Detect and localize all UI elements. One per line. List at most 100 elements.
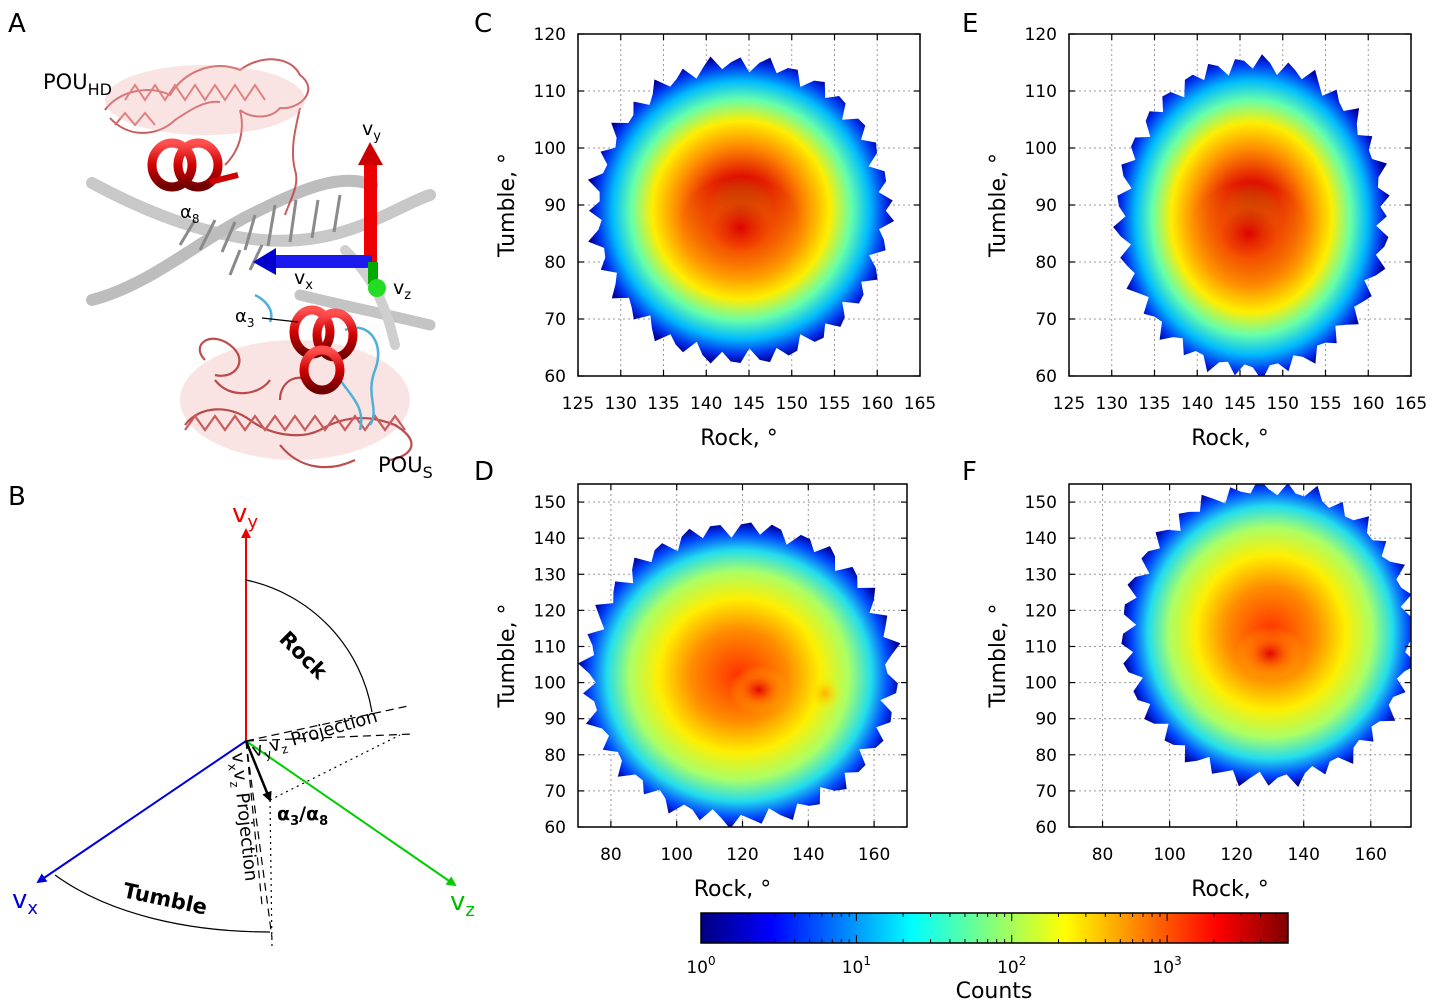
y-tick-label-d: 120 bbox=[534, 601, 566, 621]
axis-vx-3d bbox=[253, 248, 372, 275]
vz-axis-arrow bbox=[245, 740, 457, 887]
alpha3-alpha8-label: α3/α8 bbox=[277, 803, 328, 829]
dna-backbone-3 bbox=[294, 289, 436, 331]
colorbar-ticks: 100 101 102 103 bbox=[686, 913, 1289, 978]
panel-letter-c: C bbox=[474, 9, 492, 39]
y-tick-label-e: 70 bbox=[1035, 310, 1057, 330]
x-tick-label-e: 145 bbox=[1224, 394, 1256, 414]
x-tick-label-e: 125 bbox=[1053, 394, 1085, 414]
colorbar: 100 101 102 103 Counts bbox=[686, 912, 1289, 1003]
y-tick-label-f: 130 bbox=[1025, 565, 1057, 585]
helix-alpha8 bbox=[147, 138, 239, 192]
colorbar-tick-label: 101 bbox=[842, 954, 871, 978]
y-tick-label-e: 60 bbox=[1035, 367, 1057, 387]
density-peak-d-0 bbox=[729, 665, 789, 714]
panel-letter-b: B bbox=[8, 482, 26, 512]
x-tick-label-e: 155 bbox=[1309, 394, 1341, 414]
heatmap-e: 125 130 135 140 145 150 155 160 165 60 70 80 90 100 11… bbox=[986, 25, 1427, 451]
y-tick-label-d: 70 bbox=[544, 782, 566, 802]
alpha3-label: α3 bbox=[235, 306, 255, 330]
x-tick-label-e: 150 bbox=[1267, 394, 1299, 414]
x-tick-label-c: 155 bbox=[818, 394, 850, 414]
axis-vy-3d bbox=[358, 142, 383, 262]
y-tick-label-f: 100 bbox=[1025, 674, 1057, 694]
colorbar-tick-label: 103 bbox=[1152, 954, 1181, 978]
y-tick-label-f: 60 bbox=[1035, 818, 1057, 838]
vz-3d-label: vz bbox=[393, 277, 411, 303]
alpha-vector-arrow bbox=[244, 740, 272, 802]
panel-letter-a: A bbox=[8, 9, 26, 39]
y-tick-label-c: 110 bbox=[534, 82, 566, 102]
x-tick-label-e: 160 bbox=[1352, 394, 1384, 414]
y-tick-label-e: 80 bbox=[1035, 253, 1057, 273]
y-tick-label-f: 70 bbox=[1035, 782, 1057, 802]
density-peak-f-0 bbox=[1235, 626, 1305, 682]
colorbar-label: Counts bbox=[956, 979, 1033, 1003]
vxvz-projection-label: vxvz Projection bbox=[224, 751, 261, 882]
x-tick-label-f: 100 bbox=[1153, 845, 1185, 865]
helix-alpha3 bbox=[289, 305, 358, 395]
density-peak-e-0 bbox=[1190, 182, 1307, 285]
y-tick-label-d: 140 bbox=[534, 529, 566, 549]
x-tick-label-e: 135 bbox=[1138, 394, 1170, 414]
x-tick-label-d: 140 bbox=[792, 845, 824, 865]
x-axis-label-c: Rock, ° bbox=[700, 426, 778, 451]
y-tick-label-d: 90 bbox=[544, 710, 566, 730]
colorbar-tick-label: 102 bbox=[997, 954, 1026, 978]
x-tick-label-c: 150 bbox=[776, 394, 808, 414]
x-tick-label-f: 80 bbox=[1092, 845, 1114, 865]
vy-3d-label: vy bbox=[362, 118, 381, 144]
svg-text:vxvz Projection: vxvz Projection bbox=[224, 751, 261, 882]
x-tick-label-e: 165 bbox=[1395, 394, 1427, 414]
colorbar-tick-label: 100 bbox=[686, 954, 715, 978]
y-tick-label-c: 90 bbox=[544, 196, 566, 216]
panel-letter-d: D bbox=[474, 457, 494, 487]
y-axis-label-f: Tumble, ° bbox=[986, 603, 1011, 708]
y-tick-label-d: 100 bbox=[534, 674, 566, 694]
x-tick-label-d: 80 bbox=[600, 845, 622, 865]
y-tick-label-c: 120 bbox=[534, 25, 566, 45]
x-tick-label-c: 145 bbox=[733, 394, 765, 414]
dna-backbone-2 bbox=[86, 174, 378, 306]
x-tick-label-c: 160 bbox=[861, 394, 893, 414]
vxvz-projection-line-1 bbox=[245, 740, 263, 906]
panel-letter-f: F bbox=[962, 457, 977, 487]
pou-s-label: POUS bbox=[378, 453, 433, 482]
dna-bases bbox=[178, 194, 342, 276]
x-axis-label-d: Rock, ° bbox=[694, 877, 772, 902]
x-tick-label-c: 140 bbox=[690, 394, 722, 414]
vxvz-projection-line-2 bbox=[245, 740, 273, 939]
pou-hd-shadow bbox=[105, 65, 305, 135]
dotted-guide-2 bbox=[269, 799, 273, 949]
vx-3d-label: vx bbox=[294, 267, 313, 293]
vyvz-projection-label: vyvz Projection bbox=[250, 706, 381, 765]
pou-hd-ribbon bbox=[104, 58, 310, 216]
x-tick-label-e: 130 bbox=[1096, 394, 1128, 414]
y-tick-label-e: 90 bbox=[1035, 196, 1057, 216]
heatmap-f: 80 100 120 140 160 60 70 80 90 100 110 120 130 140 150… bbox=[986, 483, 1412, 902]
y-tick-label-d: 150 bbox=[534, 493, 566, 513]
svg-text:vyvz Projection: vyvz Projection bbox=[250, 706, 381, 765]
tumble-arc bbox=[54, 874, 271, 933]
panel-b-angle-diagram: vy vx vz Rock Tumble vyvz Projection vxv… bbox=[12, 499, 475, 949]
y-axis-label-e: Tumble, ° bbox=[986, 153, 1011, 258]
x-tick-label-d: 160 bbox=[858, 845, 890, 865]
x-tick-label-d: 120 bbox=[726, 845, 758, 865]
x-tick-label-c: 130 bbox=[605, 394, 637, 414]
y-tick-label-e: 110 bbox=[1025, 82, 1057, 102]
x-tick-label-f: 160 bbox=[1355, 845, 1387, 865]
y-tick-label-e: 120 bbox=[1025, 25, 1057, 45]
x-tick-label-c: 135 bbox=[647, 394, 679, 414]
dna-backbone-1 bbox=[86, 177, 436, 247]
vyvz-projection-line-2 bbox=[245, 733, 413, 742]
vy-label: vy bbox=[232, 499, 258, 533]
axis-vz-3d bbox=[368, 262, 386, 297]
y-axis-label-d: Tumble, ° bbox=[495, 603, 520, 708]
y-tick-label-f: 90 bbox=[1035, 710, 1057, 730]
y-tick-label-d: 80 bbox=[544, 746, 566, 766]
heatmap-d: 80 100 120 140 160 60 70 80 90 100 110 120 130 140 150… bbox=[495, 483, 908, 902]
pou-s-shadow bbox=[180, 340, 410, 460]
x-tick-label-f: 140 bbox=[1287, 845, 1319, 865]
alpha3-leader bbox=[261, 317, 299, 323]
